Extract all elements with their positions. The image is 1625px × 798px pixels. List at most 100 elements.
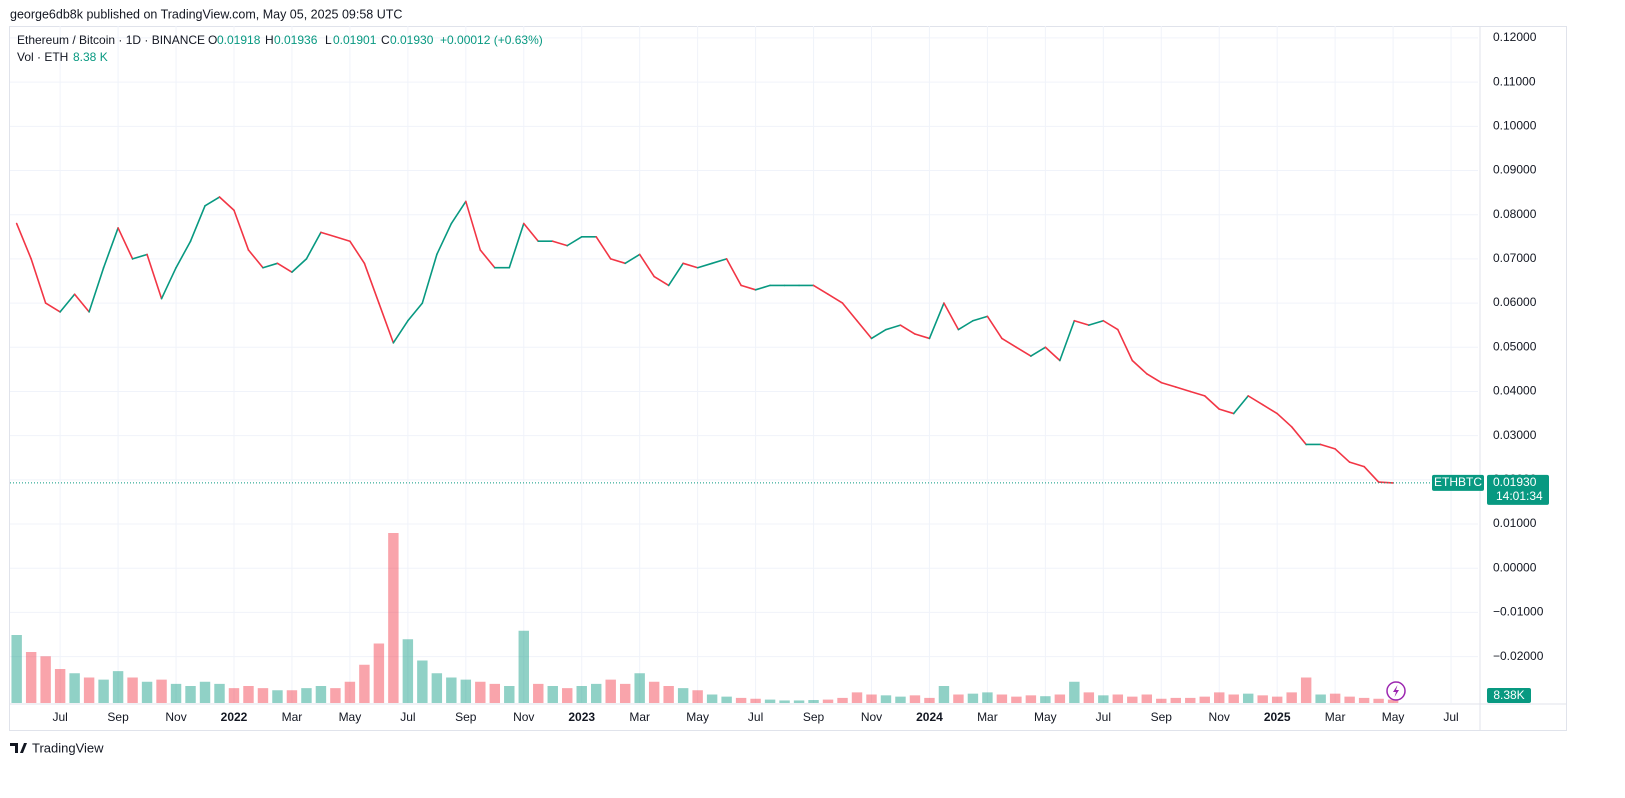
x-tick-label: Mar (629, 710, 650, 724)
volume-bar (750, 698, 761, 703)
x-tick-label: Jul (400, 710, 415, 724)
x-tick-label: Mar (1325, 710, 1346, 724)
y-tick-label: 0.11000 (1493, 74, 1536, 88)
volume-bar (460, 679, 472, 703)
price-segment (44, 302, 61, 313)
volume-bar (634, 673, 645, 703)
volume-bar (1329, 693, 1341, 703)
volume-bar (721, 696, 732, 703)
x-tick-label: 2025 (1264, 710, 1291, 724)
volume-bar (1387, 699, 1399, 703)
volume-bar (1083, 692, 1095, 703)
price-segment (508, 222, 525, 269)
price-segment (233, 209, 250, 251)
price-segment (1102, 319, 1119, 331)
volume-bar (141, 681, 153, 703)
price-segment (189, 205, 206, 243)
volume-bars (11, 533, 1399, 703)
price-segment (1001, 337, 1018, 349)
y-tick-label: 0.06000 (1493, 295, 1537, 309)
volume-bar (286, 690, 298, 703)
volume-bar (388, 533, 399, 703)
x-tick-label: 2022 (221, 710, 248, 724)
price-segment (624, 253, 641, 265)
price-segment (421, 253, 438, 304)
price-segment (276, 262, 293, 273)
price-segment (1247, 395, 1264, 406)
y-tick-label: 0.10000 (1493, 118, 1537, 132)
volume-bar (938, 686, 950, 703)
price-segment (682, 262, 699, 269)
price-tag (1487, 474, 1549, 505)
legend-volume-label: Vol · ETH (17, 50, 68, 64)
x-tick-label: Jul (52, 710, 67, 724)
price-segment (102, 227, 119, 269)
legend-h-value: 0.01936 (274, 33, 318, 47)
price-segment (1203, 395, 1221, 410)
volume-bar (243, 686, 254, 703)
volume-bar (808, 700, 819, 703)
volume-bar (605, 679, 616, 703)
x-tick-label: May (1034, 710, 1057, 724)
volume-bar (1098, 695, 1109, 703)
volume-bar (779, 700, 790, 703)
price-segment (73, 293, 90, 313)
x-tick-label: Nov (513, 710, 534, 724)
volume-bar (83, 677, 95, 703)
volume-bar (25, 652, 37, 703)
volume-bar (1286, 692, 1297, 703)
price-segment (754, 284, 771, 291)
legend-l-value: 0.01901 (333, 33, 377, 47)
legend: Ethereum / Bitcoin · 1D · BINANCE O 0.01… (17, 33, 543, 64)
volume-bar (822, 699, 834, 703)
volume-bar (373, 643, 385, 703)
volume-bar (1300, 677, 1312, 703)
volume-bar (1054, 694, 1066, 703)
volume-bar (344, 681, 356, 703)
price-segment (88, 266, 105, 313)
legend-c-value: 0.01930 (390, 33, 434, 47)
volume-bar (619, 683, 631, 703)
y-tick-label: −0.02000 (1493, 649, 1544, 663)
volume-bar (257, 688, 269, 703)
publisher: george6db8k published on TradingView.com… (10, 7, 402, 21)
volume-bar (1170, 697, 1181, 703)
volume-bar (1373, 698, 1384, 703)
logo-mark (10, 743, 27, 753)
volume-bar (199, 681, 211, 703)
price-segment (450, 200, 467, 225)
x-tick-label: Mar (282, 710, 303, 724)
volume-tag (1487, 688, 1531, 703)
volume-bar (11, 635, 22, 703)
volume-bar (228, 688, 240, 703)
legend-change: +0.00012 (+0.63%) (440, 33, 543, 47)
volume-bar (663, 686, 674, 703)
volume-bar (1199, 696, 1210, 703)
x-tick-label: Sep (803, 710, 825, 724)
volume-bar (1069, 681, 1080, 703)
price-segment (1334, 448, 1351, 463)
price-segment (479, 249, 496, 269)
ticker-tag-text: ETHBTC (1434, 475, 1482, 489)
price-segment (1348, 461, 1365, 468)
volume-bar (996, 694, 1008, 703)
price-segment (291, 258, 308, 273)
legend-c-label: C (381, 33, 390, 47)
price-tag-countdown: 14:01:34 (1496, 489, 1543, 503)
x-tick-label: Sep (107, 710, 129, 724)
bolt-icon[interactable] (1386, 681, 1406, 701)
price-segment (928, 302, 945, 340)
price-segment (218, 196, 235, 212)
volume-bar (793, 700, 805, 703)
price-segment (522, 222, 540, 243)
y-tick-label: 0.08000 (1493, 207, 1537, 221)
price-segment (827, 293, 844, 304)
volume-bar (446, 677, 457, 703)
x-tick-label: Nov (861, 710, 882, 724)
volume-bar (692, 690, 703, 703)
x-tick-label: May (686, 710, 709, 724)
volume-bar (1141, 694, 1153, 703)
x-tick-label: Jul (1096, 710, 1111, 724)
price-segment (1059, 319, 1076, 362)
